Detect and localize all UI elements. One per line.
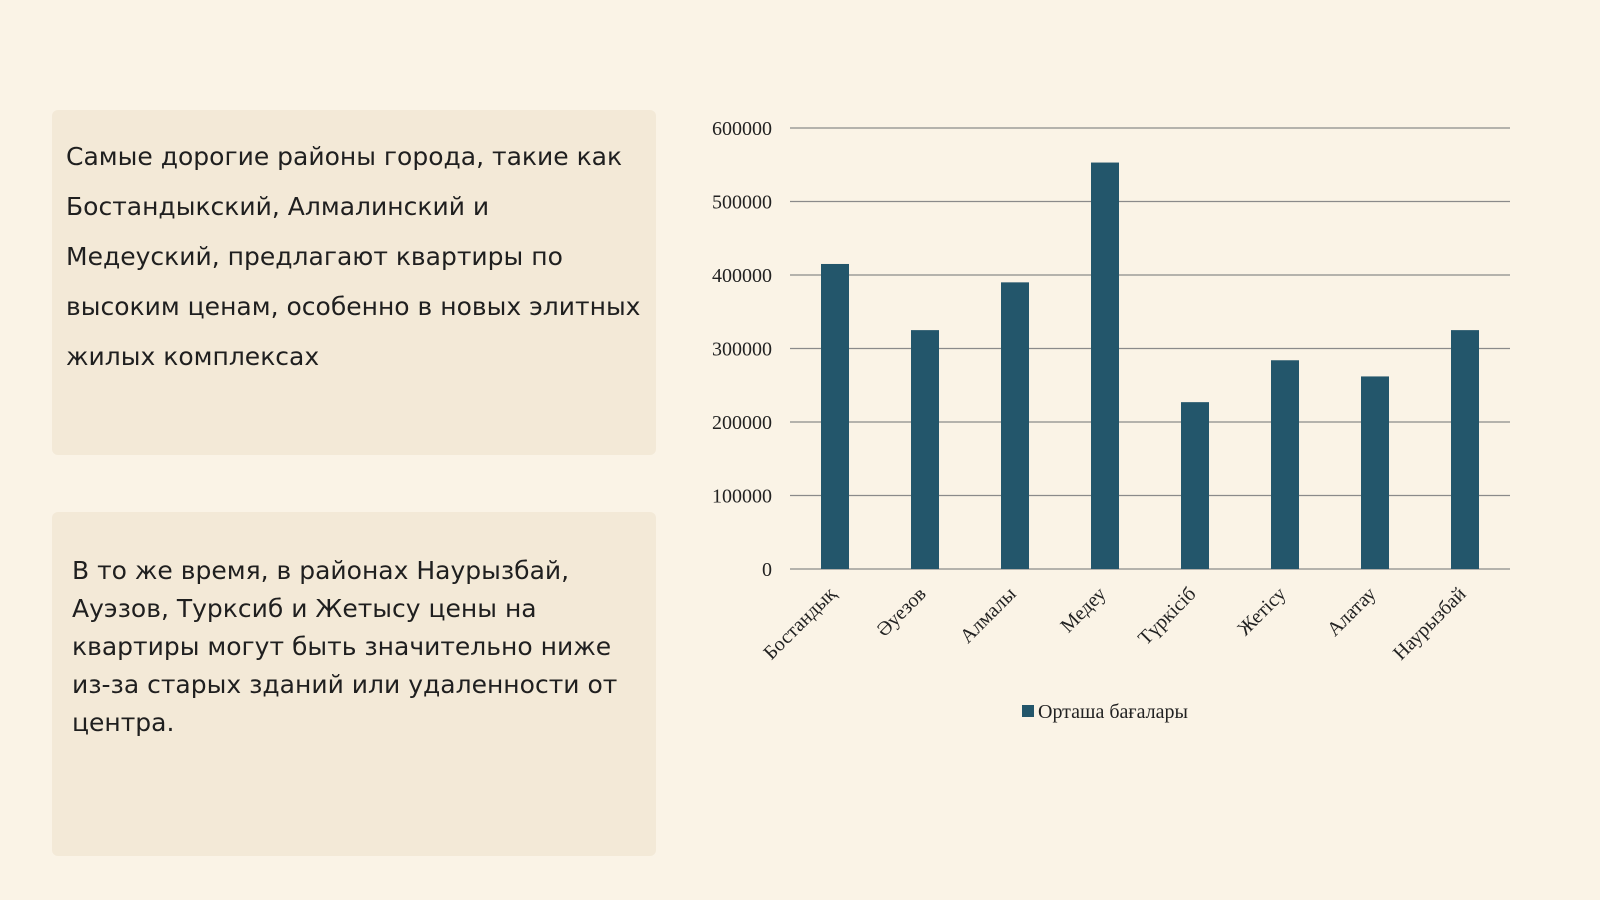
- text-panel-bottom: В то же время, в районах Наурызбай, Ауэз…: [52, 512, 656, 856]
- x-category-label: Медеу: [1056, 583, 1110, 637]
- bar: [1271, 360, 1299, 569]
- y-tick-label: 0: [762, 559, 772, 581]
- x-category-label: Бостандық: [759, 583, 840, 664]
- y-tick-label: 200000: [712, 412, 772, 434]
- y-tick-label: 100000: [712, 486, 772, 508]
- bar: [1001, 282, 1029, 569]
- y-tick-label: 600000: [712, 118, 772, 140]
- bars: [821, 162, 1479, 570]
- x-category-label: Наурызбай: [1389, 583, 1471, 665]
- x-category-label: Алмалы: [956, 583, 1021, 648]
- paragraph-expensive-districts: Самые дорогие районы города, такие как Б…: [66, 142, 641, 371]
- bar: [1091, 162, 1119, 570]
- bar: [1361, 376, 1389, 569]
- x-category-label: Түркісіб: [1134, 583, 1201, 650]
- y-axis-ticks: 0 100000 200000 300000 400000 500000 600000: [712, 118, 772, 581]
- bar: [821, 263, 849, 569]
- bar: [911, 330, 939, 569]
- grid-lines: [790, 127, 1510, 570]
- legend-label: Орташа бағалары: [1038, 701, 1188, 723]
- x-category-label: Жетісу: [1233, 583, 1290, 640]
- paragraph-cheaper-districts: В то же время, в районах Наурызбай, Ауэз…: [72, 556, 618, 737]
- legend-swatch: [1022, 705, 1034, 717]
- x-axis-categories: Бостандық Әуезов Алмалы Медеу Түркісіб Жетісу…: [759, 583, 1470, 665]
- price-bar-chart: 0 100000 200000 300000 400000 500000 600000 Бо…: [712, 118, 1510, 723]
- text-panel-top: Самые дорогие районы города, такие как Б…: [52, 110, 656, 455]
- x-category-label: Әуезов: [872, 583, 930, 641]
- y-tick-label: 400000: [712, 265, 772, 287]
- legend: Орташа бағалары: [1022, 701, 1188, 723]
- x-category-label: Алатау: [1323, 583, 1381, 641]
- bar: [1181, 402, 1209, 569]
- y-tick-label: 500000: [712, 192, 772, 214]
- bar: [1451, 330, 1479, 569]
- y-tick-label: 300000: [712, 339, 772, 361]
